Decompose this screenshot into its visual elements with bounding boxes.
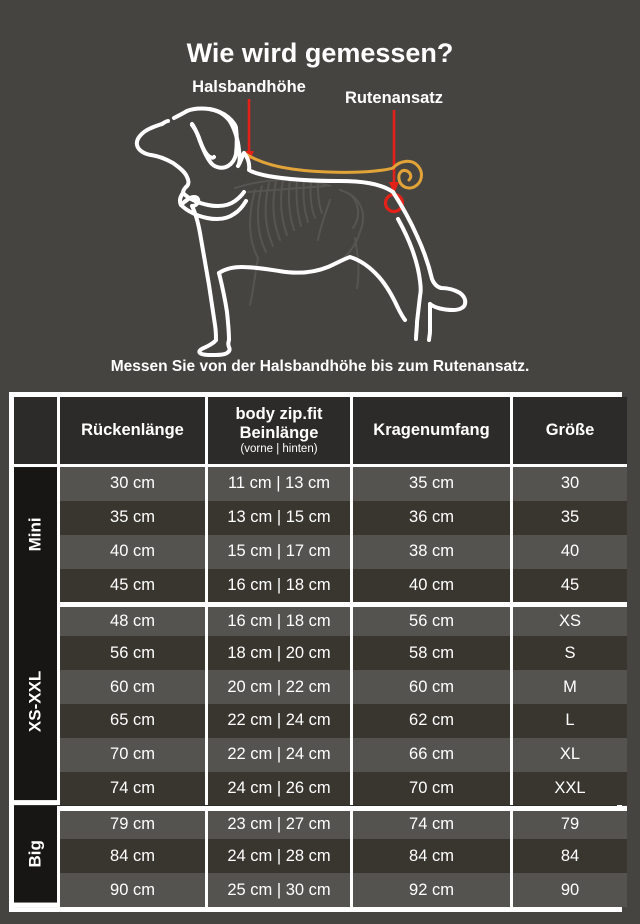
svg-text:Rutenansatz: Rutenansatz — [345, 89, 443, 107]
svg-text:Halsbandhöhe: Halsbandhöhe — [192, 78, 306, 96]
